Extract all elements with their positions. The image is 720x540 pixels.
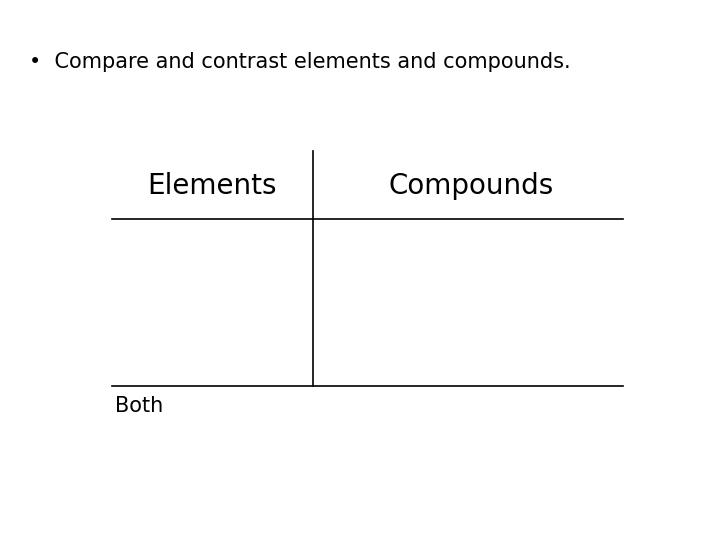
Text: Both: Both [115, 396, 163, 416]
Text: •  Compare and contrast elements and compounds.: • Compare and contrast elements and comp… [29, 52, 570, 72]
Text: Elements: Elements [148, 172, 277, 200]
Text: Compounds: Compounds [389, 172, 554, 200]
